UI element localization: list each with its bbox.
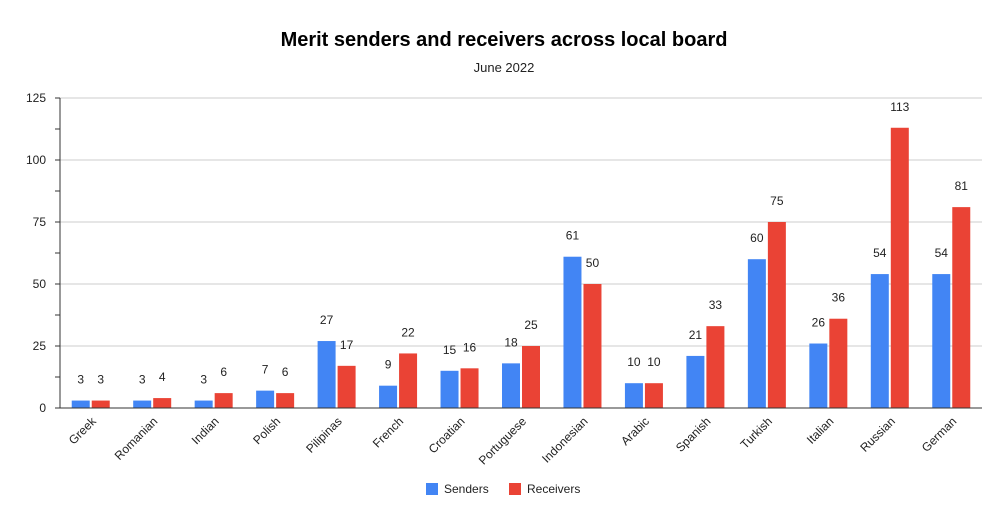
bar-senders (563, 256, 582, 408)
data-label: 4 (159, 370, 166, 384)
y-tick-label: 100 (26, 153, 46, 167)
bar-receivers (829, 318, 848, 408)
data-label: 60 (750, 231, 764, 245)
legend: Senders Receivers (426, 482, 580, 496)
bar-receivers (153, 398, 172, 408)
x-tick-label: German (919, 414, 960, 455)
data-label: 75 (770, 194, 784, 208)
data-label: 7 (262, 363, 269, 377)
data-label: 27 (320, 313, 334, 327)
x-tick-label: Indian (189, 414, 222, 447)
x-tick-label: Italian (804, 414, 837, 447)
bar-receivers (583, 284, 602, 408)
gridlines (60, 97, 982, 347)
legend-label: Receivers (527, 482, 580, 496)
data-label: 3 (200, 373, 207, 387)
bar-senders (440, 370, 459, 408)
data-label: 81 (955, 179, 969, 193)
x-tick-label: Arabic (618, 414, 652, 448)
data-label: 3 (139, 373, 146, 387)
data-label: 25 (524, 318, 538, 332)
data-label: 3 (97, 373, 104, 387)
data-label: 113 (890, 100, 909, 114)
x-tick-label: Spanish (673, 414, 714, 455)
bars (71, 127, 971, 408)
data-label: 15 (443, 343, 457, 357)
y-axis: 0 25 50 75 100 125 (26, 91, 61, 415)
data-label: 21 (689, 328, 703, 342)
bar-senders (809, 343, 828, 408)
bar-receivers (276, 393, 295, 408)
legend-swatch (509, 483, 521, 495)
data-label: 22 (401, 325, 415, 339)
bar-senders (133, 400, 152, 408)
data-label: 6 (282, 365, 289, 379)
data-label: 9 (385, 358, 392, 372)
x-tick-label: Turkish (738, 414, 775, 451)
y-tick-label: 50 (33, 277, 47, 291)
legend-label: Senders (444, 482, 489, 496)
data-label: 10 (647, 355, 661, 369)
data-label: 54 (935, 246, 949, 260)
x-tick-label: Romanian (112, 414, 161, 463)
y-tick-label: 125 (26, 91, 46, 105)
bar-senders (317, 341, 336, 408)
data-label: 18 (504, 335, 518, 349)
x-tick-label: Croatian (426, 414, 468, 456)
bar-senders (932, 274, 951, 408)
data-label: 50 (586, 256, 600, 270)
bar-receivers (399, 353, 418, 408)
bar-senders (194, 400, 213, 408)
bar-receivers (644, 383, 663, 408)
data-label: 6 (220, 365, 227, 379)
chart-subtitle: June 2022 (474, 60, 535, 75)
bar-senders (624, 383, 643, 408)
bar-senders (502, 363, 520, 408)
data-label: 54 (873, 246, 887, 260)
legend-swatch (426, 483, 438, 495)
data-label: 36 (832, 291, 846, 305)
x-axis: Greek Romanian Indian Polish Pilipinas French… (60, 407, 982, 468)
bar-receivers (91, 400, 110, 408)
x-tick-label: Greek (66, 414, 100, 448)
data-label: 33 (709, 298, 723, 312)
bar-receivers (952, 207, 971, 408)
x-tick-label: French (370, 414, 406, 450)
bar-senders (870, 274, 889, 408)
bar-receivers (214, 393, 233, 408)
y-tick-label: 0 (39, 401, 46, 415)
y-tick-label: 25 (33, 339, 47, 353)
bar-senders (686, 355, 705, 408)
x-tick-label: Indonesian (539, 414, 590, 465)
y-tick-label: 75 (33, 215, 47, 229)
data-label: 10 (627, 355, 641, 369)
x-tick-label: Russian (857, 414, 898, 455)
data-label: 61 (566, 229, 580, 243)
x-tick-label: Polish (250, 414, 283, 447)
bar-senders (71, 400, 90, 408)
x-tick-label: Pilipinas (303, 414, 345, 456)
data-label: 26 (812, 316, 826, 330)
bar-receivers (767, 222, 786, 408)
bar-receivers (890, 127, 909, 408)
bar-senders (747, 259, 766, 408)
bar-senders (256, 390, 275, 408)
bar-receivers (706, 326, 725, 408)
data-label: 17 (340, 338, 354, 352)
chart-title: Merit senders and receivers across local… (281, 29, 728, 51)
bar-senders (379, 385, 398, 408)
x-tick-label: Portuguese (476, 414, 530, 468)
data-label: 3 (77, 373, 84, 387)
bar-receivers (522, 346, 540, 408)
bar-receivers (460, 368, 479, 408)
bar-receivers (337, 365, 356, 408)
data-label: 16 (463, 340, 477, 354)
